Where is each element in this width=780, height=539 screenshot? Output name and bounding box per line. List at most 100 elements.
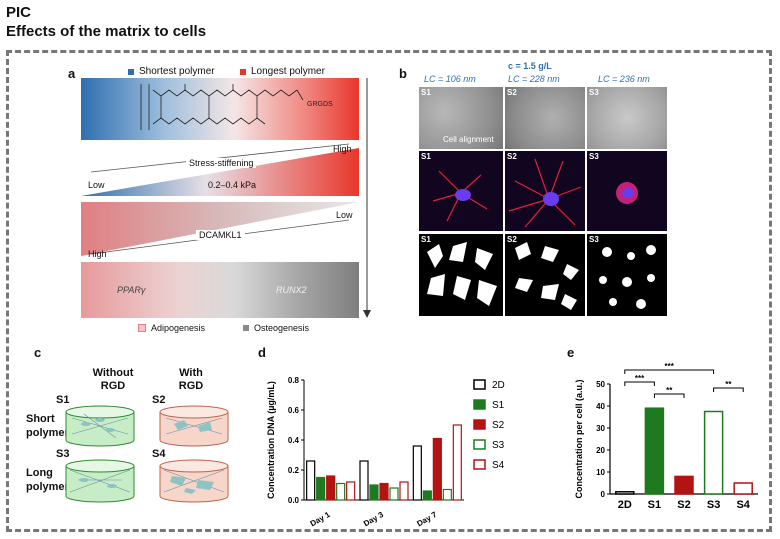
gel-dish-s1 [65,405,135,447]
panel-c-letter: c [34,345,42,360]
significance-bracket [713,387,744,392]
figure-title: Effects of the matrix to cells [6,23,207,40]
tag-s2: S2 [507,88,517,97]
figure-label: PIC [6,4,32,21]
lc-label-s3: LC = 236 nm [598,74,650,84]
mask-shapes-s1 [427,242,497,306]
y-axis-label: Concentration per cell (a.u.) [574,379,584,498]
bar-s1 [644,407,665,495]
significance-label: *** [665,362,675,371]
tag-s1: S1 [421,88,431,97]
bar-2d [615,491,635,495]
dcamkl1-label: DCAMKL1 [196,230,245,240]
y-tick-label: 50 [596,380,605,389]
stress-low-label: Low [88,180,105,190]
dcamkl1-wedge [81,202,359,256]
y-tick-label: 0.2 [288,466,300,475]
significance-label: ** [725,380,732,389]
legend-swatch-s4 [473,459,486,470]
tag-c-s4: S4 [152,448,166,460]
tag-s3: S3 [589,88,599,97]
y-tick-label: 0.8 [288,376,300,385]
bar-s2-0 [326,475,336,501]
x-tick-label: S2 [677,499,690,511]
molecule-structure: GRGDS [140,84,333,130]
stress-label: Stress-stiffening [186,158,257,168]
molecule-grgds-label: GRGDS [307,101,333,108]
x-tick-label: Day 1 [309,510,332,529]
bar-s4-2 [452,424,462,501]
micrograph-brightfield-s1: S1 Cell alignment [419,87,503,149]
col-without-rgd: Without RGD [92,367,134,392]
y-axis-label: Concentration DNA (µg/mL) [266,381,276,499]
y-tick-label: 30 [596,424,605,433]
bar-s1-0 [316,476,326,501]
concentration-per-cell-chart: 0 10 20 30 40 50 Concentration per cell (a.u.)… [574,362,758,511]
significance-bracket [624,381,655,386]
bar-s2-1 [379,482,389,501]
differentiation-gradient [81,262,359,318]
gel-dish-s4 [159,459,229,503]
col-with-rgd: With RGD [178,367,204,392]
micrograph-brightfield-s2: S2 [505,87,585,149]
bar-s4-0 [346,481,356,501]
tag-s2-fluor: S2 [507,152,517,161]
legend-label-2d: 2D [492,380,505,391]
legend-swatch-s1 [473,399,486,410]
cell-alignment-label: Cell alignment [443,135,494,144]
tag-c-s3: S3 [56,448,70,460]
micrograph-fluorescence-s3: S3 [587,151,667,231]
bar-s1-2 [422,490,432,501]
cell-mask-s3: S3 [587,234,667,316]
y-tick-label: 10 [596,468,605,477]
bar-s3-2 [442,488,452,501]
micrograph-fluorescence-s1: S1 [419,151,503,231]
adipo-legend: Adipogenesis [138,323,205,333]
y-tick-label: 0.0 [288,496,300,505]
significance-bracket [653,393,685,398]
y-tick-label: 0.6 [288,406,300,415]
mask-shapes-s3 [599,245,656,309]
longest-label: Longest polymer [251,66,325,77]
bar-s3-0 [336,482,346,501]
lc-label-s1: LC = 106 nm [424,74,476,84]
dcamkl1-high-label: High [88,249,107,259]
cell-stain-s2 [508,158,582,228]
bar-s4 [733,482,753,495]
significance-label: *** [635,374,645,383]
x-tick-label: Day 3 [362,510,385,529]
tag-s1-fluor: S1 [421,152,431,161]
bar-s2-2 [432,437,442,501]
legend-label-s1: S1 [492,400,505,411]
significance-label: ** [666,386,673,395]
tag-s3-fluor: S3 [589,152,599,161]
y-tick-label: 40 [596,402,605,411]
bar-s1-1 [369,484,379,501]
tag-c-s1: S1 [56,394,70,406]
legend-swatch-s2 [473,419,486,430]
panel-b-letter: b [399,66,407,81]
legend-swatch-s3 [473,439,486,450]
legend-label-s3: S3 [492,440,505,451]
longest-legend: Longest polymer [240,66,325,77]
lc-label-s2: LC = 228 nm [508,74,560,84]
x-tick-label: S4 [736,499,750,511]
gel-dish-s3 [65,459,135,503]
legend-label-s2: S2 [492,420,505,431]
tag-s3-mask: S3 [589,235,599,244]
osteo-legend: Osteogenesis [243,323,309,333]
cell-mask-s1: S1 [419,234,503,316]
stress-high-label: High [333,144,352,154]
row-short-polymer: Short polymer [26,413,69,439]
bar-2d-2 [412,445,422,501]
bar-s2 [674,475,694,495]
shortest-legend: Shortest polymer [128,66,215,77]
osteo-label: Osteogenesis [254,323,310,333]
micrograph-brightfield-s3: S3 [587,87,667,149]
bar-s3-1 [389,487,399,501]
y-tick-label: 0.4 [288,436,300,445]
gel-dish-s2 [159,405,229,447]
dcamkl1-low-label: Low [336,210,353,220]
x-tick-label: Day 7 [415,510,438,529]
cell-stain-s3 [616,182,638,204]
